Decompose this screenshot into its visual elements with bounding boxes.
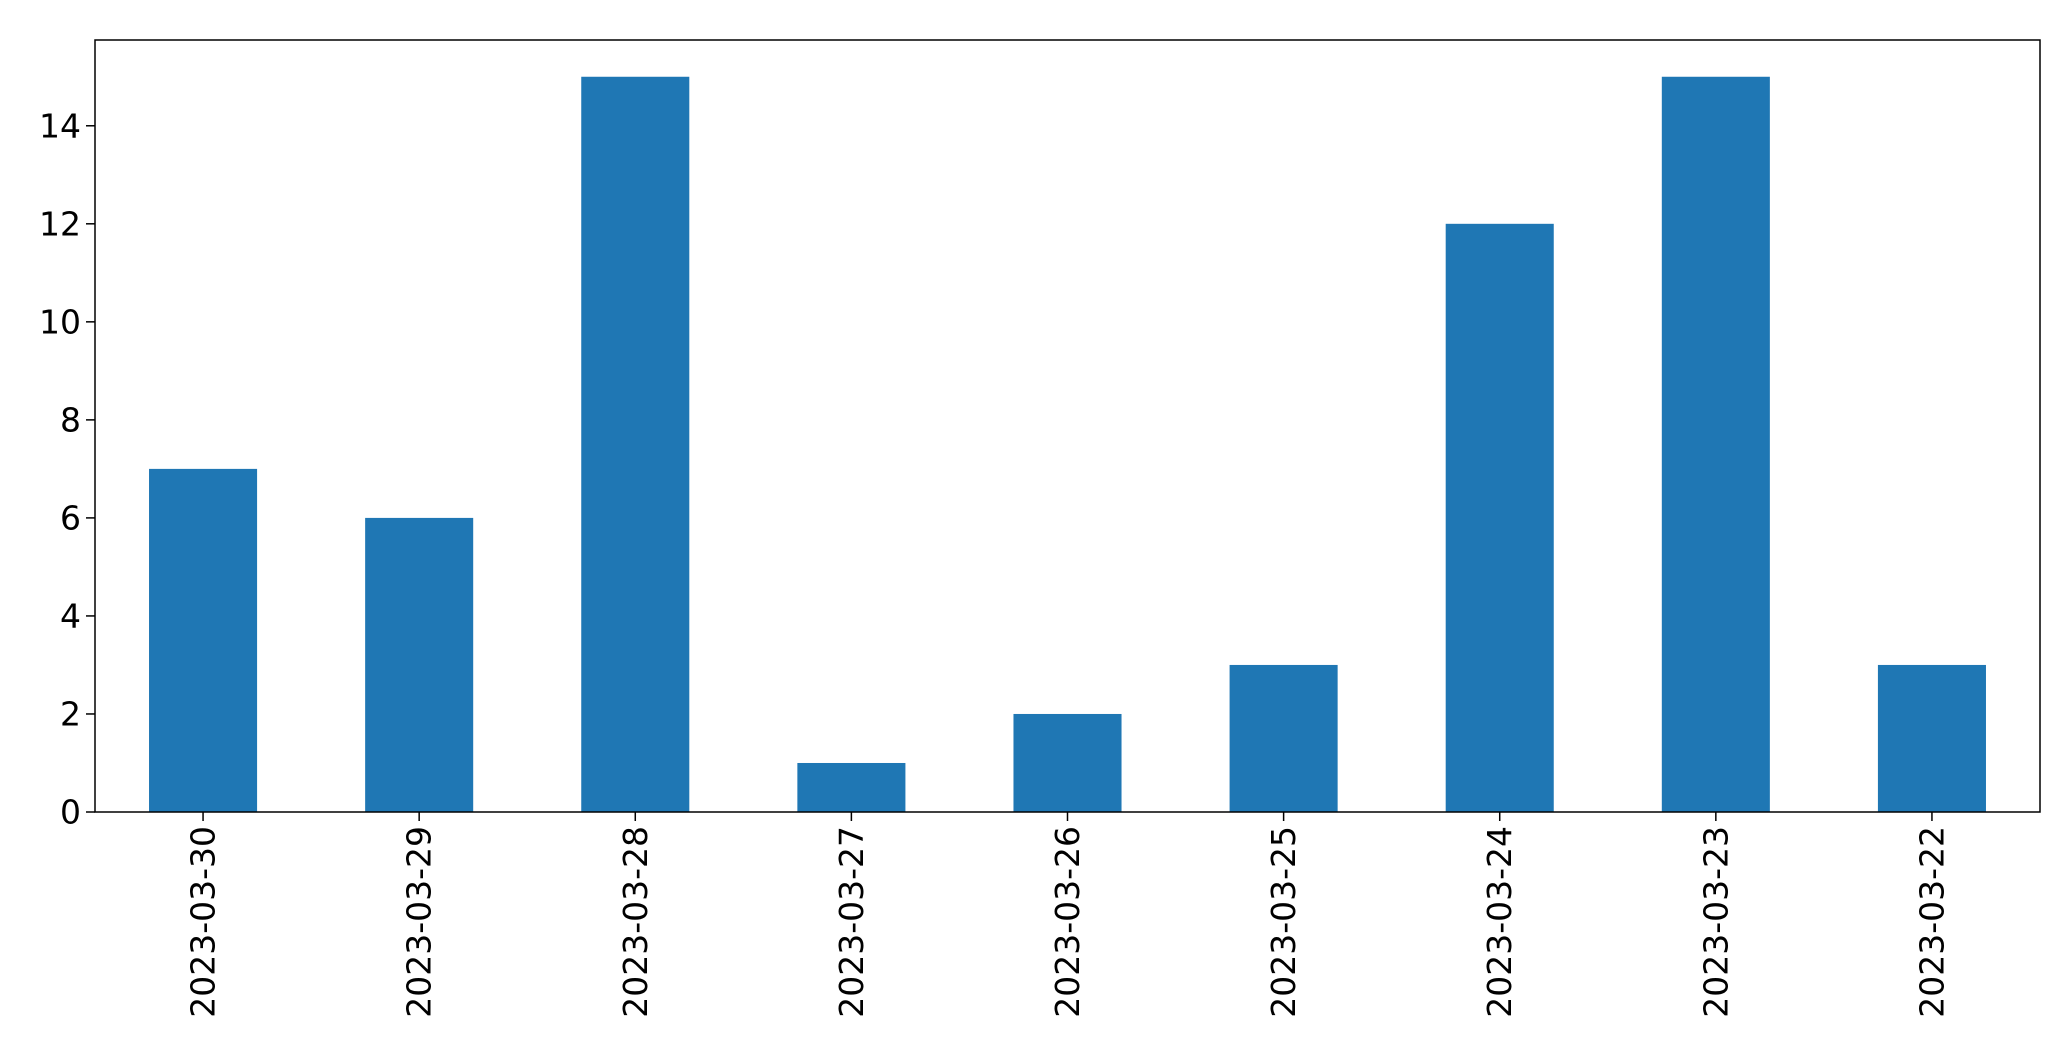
y-tick-label: 4	[60, 596, 81, 635]
x-tick-label: 2023-03-22	[1912, 826, 1951, 1018]
x-tick-label: 2023-03-24	[1480, 826, 1519, 1018]
x-tick-label: 2023-03-30	[184, 826, 223, 1018]
bars-layer	[149, 76, 1986, 813]
x-tick-label: 2023-03-26	[1048, 826, 1087, 1018]
bar-2023-03-26	[1013, 713, 1122, 812]
y-tick-label: 12	[39, 204, 81, 243]
bar-2023-03-29	[365, 517, 474, 812]
bar-2023-03-27	[797, 762, 906, 812]
x-tick-label: 2023-03-28	[616, 826, 655, 1018]
x-tick-label: 2023-03-27	[832, 826, 871, 1018]
y-axis-ticks: 0 2 4 6 8 10 12 14	[39, 106, 95, 832]
x-tick-label: 2023-03-25	[1264, 826, 1303, 1018]
x-tick-label: 2023-03-23	[1696, 826, 1735, 1018]
bar-2023-03-23	[1661, 76, 1770, 812]
bar-2023-03-24	[1445, 223, 1554, 813]
y-tick-label: 2	[60, 694, 81, 733]
y-tick-label: 0	[60, 793, 81, 832]
x-tick-label: 2023-03-29	[400, 826, 439, 1018]
bar-2023-03-25	[1229, 664, 1338, 812]
bar-2023-03-28	[581, 76, 690, 812]
x-axis-ticks: 2023-03-30 2023-03-29 2023-03-28 2023-03-27…	[184, 812, 1951, 1018]
y-tick-label: 10	[39, 302, 81, 341]
y-tick-label: 8	[60, 400, 81, 439]
y-tick-label: 6	[60, 498, 81, 537]
bar-2023-03-22	[1877, 664, 1986, 812]
bar-2023-03-30	[149, 468, 258, 812]
y-tick-label: 14	[39, 106, 81, 145]
